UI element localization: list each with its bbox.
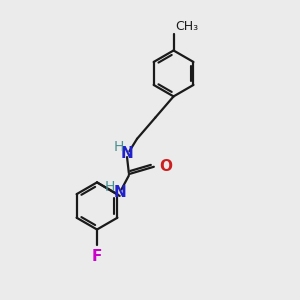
Text: H: H — [113, 140, 124, 154]
Text: CH₃: CH₃ — [175, 20, 198, 32]
Text: N: N — [113, 185, 126, 200]
Text: F: F — [92, 249, 102, 264]
Text: H: H — [105, 179, 116, 194]
Text: O: O — [159, 159, 172, 174]
Text: N: N — [121, 146, 134, 161]
